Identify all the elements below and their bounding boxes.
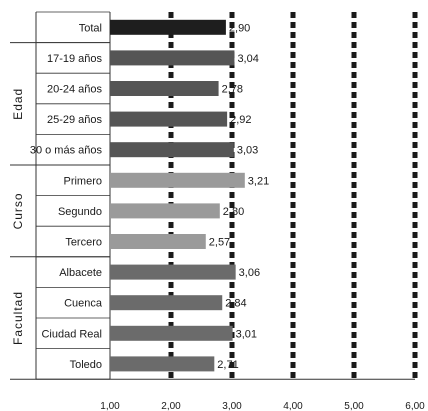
bar (110, 81, 219, 96)
bar (110, 142, 234, 158)
value-labels: 2,90 3,04 2,78 2,92 3,03 3,21 2,80 2,57 3,06 2,84… (209, 22, 269, 371)
bars (110, 19, 245, 372)
tick-label: 1,00 (100, 401, 120, 411)
data-label: 3,04 (237, 53, 258, 65)
category-label: Ciudad Real (41, 328, 102, 340)
bar (110, 50, 235, 66)
gridlines (168, 12, 418, 380)
data-label: 2,92 (230, 114, 251, 126)
category-label: Tercero (65, 237, 102, 249)
category-labels: Total 17-19 años 20-24 años 25-29 años 30 o … (30, 22, 103, 371)
tick-label: 3,00 (222, 401, 242, 411)
bar (110, 325, 233, 341)
bar (110, 172, 245, 188)
category-label: Segundo (58, 206, 102, 218)
tick-label: 5,00 (344, 401, 364, 411)
data-label: 2,80 (223, 206, 244, 218)
data-label: 2,90 (229, 22, 250, 34)
category-label: Total (79, 22, 102, 34)
data-label: 3,21 (248, 175, 269, 187)
group-labels: Edad Curso Facultad (11, 88, 25, 345)
category-label: 25-29 años (47, 114, 103, 126)
category-label: 30 o más años (30, 145, 103, 157)
data-label: 3,03 (237, 145, 258, 157)
bar (110, 295, 223, 311)
data-label: 3,06 (239, 267, 260, 279)
bar (110, 203, 220, 219)
data-label: 3,01 (236, 328, 257, 340)
category-label: 17-19 años (47, 53, 103, 65)
bar (110, 19, 226, 35)
tick-label: 2,00 (161, 401, 181, 411)
tick-label: 4,00 (283, 401, 303, 411)
category-table (10, 11, 415, 380)
data-label: 2,71 (217, 359, 238, 371)
data-label: 2,84 (225, 298, 246, 310)
category-label: Primero (63, 175, 102, 187)
x-axis-tick-labels: 1,00 2,00 3,00 4,00 5,00 6,00 (100, 401, 425, 411)
bar (110, 264, 236, 280)
group-label: Edad (11, 88, 25, 120)
category-label: Cuenca (64, 298, 103, 310)
tick-label: 6,00 (405, 401, 425, 411)
data-label: 2,57 (209, 237, 230, 249)
data-label: 2,78 (222, 84, 243, 96)
category-label: Albacete (59, 267, 102, 279)
group-label: Facultad (11, 291, 25, 345)
bar (110, 356, 215, 372)
bar (110, 234, 206, 249)
bar (110, 111, 228, 127)
category-label: Toledo (70, 359, 102, 371)
group-label: Curso (11, 192, 25, 229)
category-label: 20-24 años (47, 84, 103, 96)
